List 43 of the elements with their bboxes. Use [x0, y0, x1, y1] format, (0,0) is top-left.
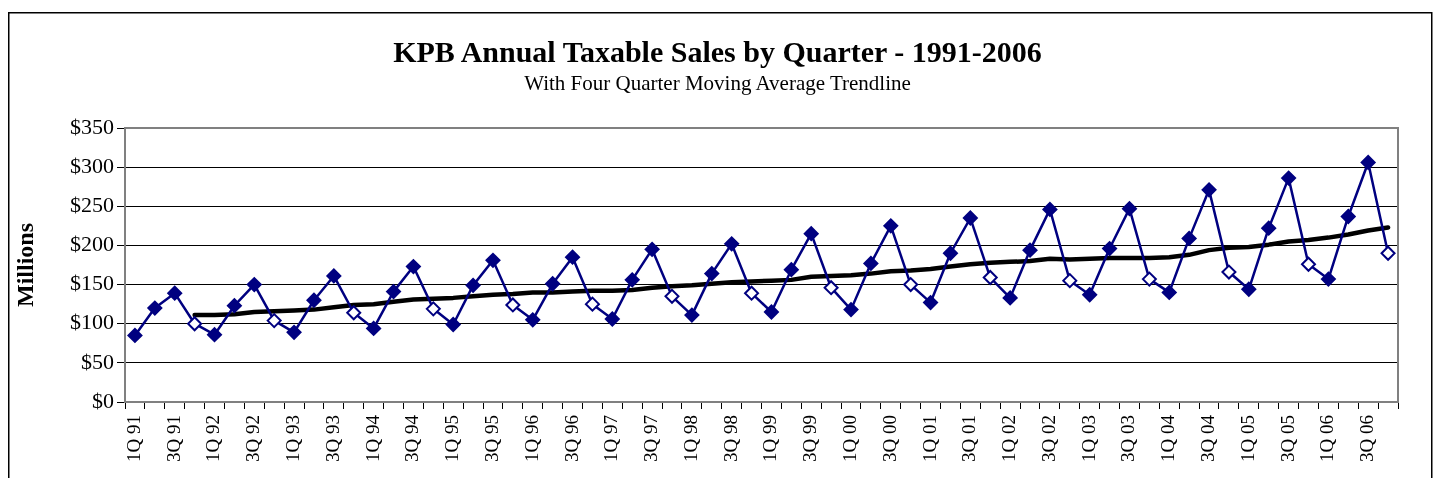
x-tick-label: 3Q 04 [1197, 414, 1219, 462]
y-tick-label: $200 [70, 231, 114, 257]
x-tick-label: 1Q 95 [441, 415, 463, 462]
y-axis-title: Millions [11, 222, 38, 308]
x-tick-label: 1Q 97 [600, 415, 622, 462]
x-tick-label: 1Q 93 [282, 415, 304, 462]
x-tick-label: 1Q 98 [679, 415, 701, 462]
y-tick-label: $150 [70, 270, 114, 296]
x-tick-label: 3Q 92 [242, 415, 264, 462]
x-tick-label: 1Q 05 [1236, 415, 1258, 462]
x-tick-label: 3Q 00 [878, 415, 900, 462]
y-tick-label: $100 [70, 309, 114, 335]
y-tick-label: $0 [92, 387, 114, 413]
x-tick-label: 1Q 04 [1157, 414, 1179, 462]
x-tick-label: 3Q 95 [480, 415, 502, 462]
x-tick-label: 3Q 96 [560, 415, 582, 462]
x-tick-label: 1Q 96 [520, 415, 542, 462]
x-tick-label: 3Q 97 [640, 415, 662, 462]
x-tick-label: 3Q 99 [799, 415, 821, 462]
x-tick-label: 1Q 99 [759, 415, 781, 462]
x-tick-label: 3Q 03 [1117, 415, 1139, 462]
x-tick-label: 3Q 93 [321, 415, 343, 462]
chart-title: KPB Annual Taxable Sales by Quarter - 1991-2006 [393, 35, 1042, 68]
x-tick-label: 3Q 91 [162, 415, 184, 462]
y-tick-label: $350 [70, 113, 114, 139]
x-tick-label: 3Q 98 [719, 415, 741, 462]
x-tick-label: 3Q 06 [1356, 415, 1378, 462]
y-tick-label: $250 [70, 192, 114, 218]
x-tick-label: 1Q 91 [122, 415, 144, 462]
y-tick-label: $50 [81, 348, 114, 374]
x-tick-label: 1Q 00 [838, 415, 860, 462]
x-tick-label: 3Q 01 [958, 415, 980, 462]
x-tick-label: 1Q 92 [202, 415, 224, 462]
y-tick-label: $300 [70, 152, 114, 178]
x-tick-label: 3Q 05 [1276, 415, 1298, 462]
chart-subtitle: With Four Quarter Moving Average Trendline [524, 71, 911, 95]
x-tick-label: 3Q 02 [1037, 415, 1059, 462]
x-tick-label: 1Q 02 [998, 415, 1020, 462]
x-tick-label: 3Q 94 [401, 414, 423, 462]
x-tick-label: 1Q 03 [1077, 415, 1099, 462]
x-tick-label: 1Q 01 [918, 415, 940, 462]
x-tick-label: 1Q 06 [1316, 415, 1338, 462]
x-tick-label: 1Q 94 [361, 414, 383, 462]
